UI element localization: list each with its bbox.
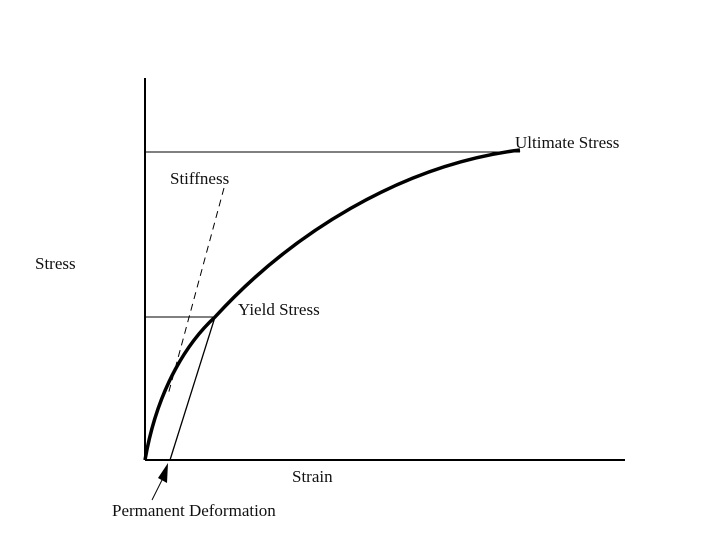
unloading-line (169, 316, 216, 461)
permanent-deformation-label: Permanent Deformation (112, 501, 276, 520)
stiffness-label: Stiffness (170, 169, 229, 188)
arrow-head (158, 463, 168, 483)
ultimate-stress-label: Ultimate Stress (515, 133, 619, 152)
stress-strain-curve (143, 148, 521, 461)
y-axis-label: Stress (35, 254, 76, 273)
arrow-shaft (151, 477, 164, 501)
x-axis-label: Strain (292, 467, 333, 486)
yield-stress-label: Yield Stress (238, 300, 320, 319)
